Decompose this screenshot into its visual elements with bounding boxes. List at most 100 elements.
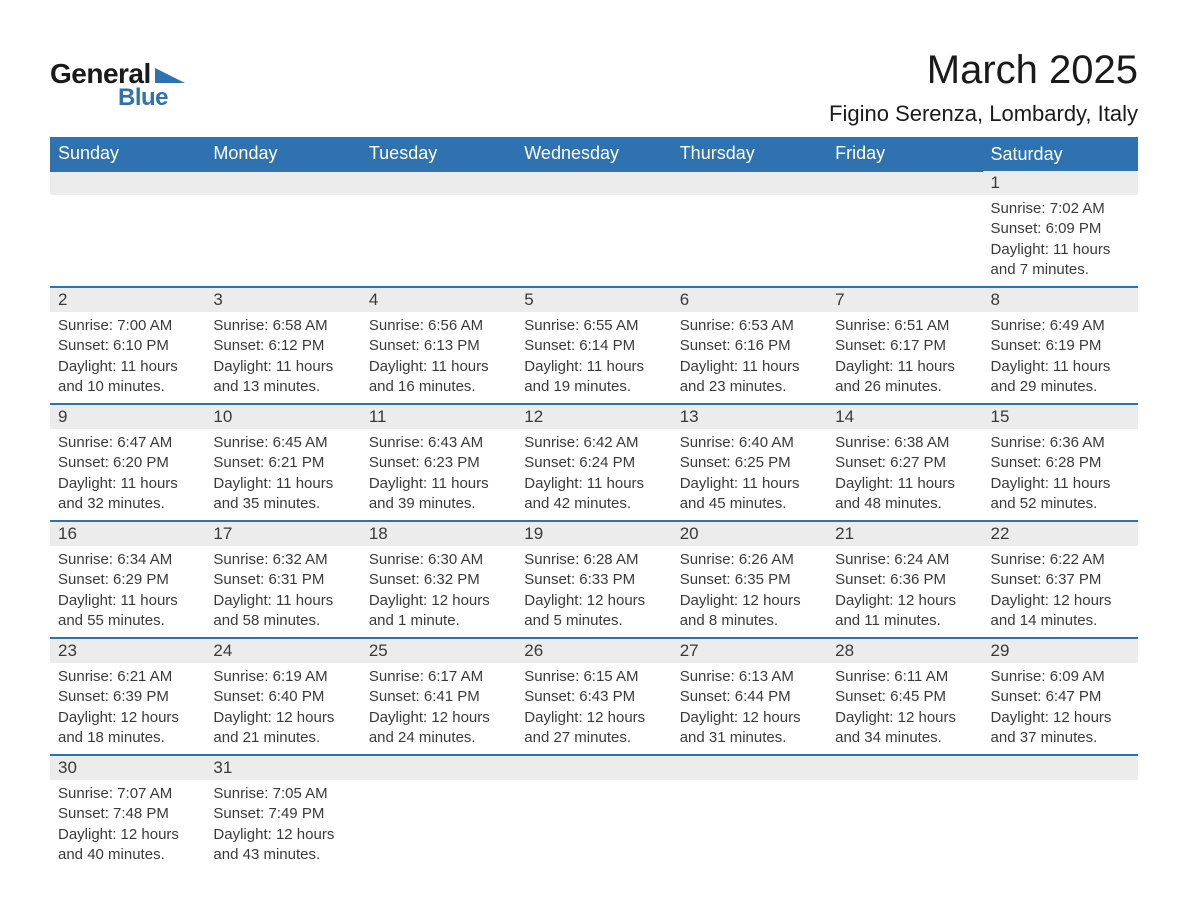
sunset-text: Sunset: 6:23 PM — [369, 453, 508, 473]
sunset-text: Sunset: 6:45 PM — [835, 687, 974, 707]
day-number-cell: 5 — [516, 287, 671, 312]
sunset-text: Sunset: 6:24 PM — [524, 453, 663, 473]
day-detail-cell: Sunrise: 6:38 AMSunset: 6:27 PMDaylight:… — [827, 429, 982, 521]
daylight-text: Daylight: 11 hours and 16 minutes. — [369, 357, 508, 398]
sunrise-text: Sunrise: 6:22 AM — [991, 550, 1130, 570]
day-detail-cell: Sunrise: 6:45 AMSunset: 6:21 PMDaylight:… — [205, 429, 360, 521]
week-detail-row: Sunrise: 7:02 AMSunset: 6:09 PMDaylight:… — [50, 195, 1138, 287]
sunrise-text: Sunrise: 6:56 AM — [369, 316, 508, 336]
day-detail-cell: Sunrise: 6:09 AMSunset: 6:47 PMDaylight:… — [983, 663, 1138, 755]
page-header: General Blue March 2025 Figino Serenza, … — [50, 48, 1138, 127]
day-number-cell: 13 — [672, 404, 827, 429]
daylight-text: Daylight: 11 hours and 35 minutes. — [213, 474, 352, 515]
day-number: 21 — [835, 524, 854, 543]
sunset-text: Sunset: 6:47 PM — [991, 687, 1130, 707]
sunset-text: Sunset: 6:17 PM — [835, 336, 974, 356]
daylight-text: Daylight: 11 hours and 39 minutes. — [369, 474, 508, 515]
daylight-text: Daylight: 11 hours and 52 minutes. — [991, 474, 1130, 515]
sunset-text: Sunset: 6:32 PM — [369, 570, 508, 590]
day-detail-cell: Sunrise: 6:30 AMSunset: 6:32 PMDaylight:… — [361, 546, 516, 638]
day-number-cell: 6 — [672, 287, 827, 312]
day-detail-cell: Sunrise: 7:05 AMSunset: 7:49 PMDaylight:… — [205, 780, 360, 871]
day-number-cell: 23 — [50, 638, 205, 663]
sunrise-text: Sunrise: 6:55 AM — [524, 316, 663, 336]
day-number-cell: 16 — [50, 521, 205, 546]
day-header: Monday — [205, 137, 360, 171]
sunset-text: Sunset: 6:27 PM — [835, 453, 974, 473]
daylight-text: Daylight: 12 hours and 27 minutes. — [524, 708, 663, 749]
day-detail-cell: Sunrise: 6:24 AMSunset: 6:36 PMDaylight:… — [827, 546, 982, 638]
day-detail-cell: Sunrise: 6:56 AMSunset: 6:13 PMDaylight:… — [361, 312, 516, 404]
sunrise-text: Sunrise: 6:51 AM — [835, 316, 974, 336]
day-number: 20 — [680, 524, 699, 543]
day-number-cell: 24 — [205, 638, 360, 663]
sunset-text: Sunset: 6:36 PM — [835, 570, 974, 590]
day-number: 27 — [680, 641, 699, 660]
day-number: 12 — [524, 407, 543, 426]
daylight-text: Daylight: 12 hours and 37 minutes. — [991, 708, 1130, 749]
sunset-text: Sunset: 6:39 PM — [58, 687, 197, 707]
day-number-cell — [205, 171, 360, 195]
day-number-cell: 22 — [983, 521, 1138, 546]
sunrise-text: Sunrise: 6:38 AM — [835, 433, 974, 453]
daylight-text: Daylight: 11 hours and 48 minutes. — [835, 474, 974, 515]
day-number: 31 — [213, 758, 232, 777]
week-daynum-row: 1 — [50, 171, 1138, 195]
daylight-text: Daylight: 12 hours and 43 minutes. — [213, 825, 352, 866]
daylight-text: Daylight: 12 hours and 21 minutes. — [213, 708, 352, 749]
sunrise-text: Sunrise: 6:30 AM — [369, 550, 508, 570]
day-detail-cell: Sunrise: 6:19 AMSunset: 6:40 PMDaylight:… — [205, 663, 360, 755]
sunrise-text: Sunrise: 7:02 AM — [991, 199, 1130, 219]
day-number: 29 — [991, 641, 1010, 660]
sunset-text: Sunset: 6:21 PM — [213, 453, 352, 473]
sunrise-text: Sunrise: 6:53 AM — [680, 316, 819, 336]
day-detail-cell: Sunrise: 6:22 AMSunset: 6:37 PMDaylight:… — [983, 546, 1138, 638]
day-detail-cell — [827, 780, 982, 871]
daylight-text: Daylight: 11 hours and 7 minutes. — [991, 240, 1130, 281]
day-number: 7 — [835, 290, 844, 309]
sunrise-text: Sunrise: 7:00 AM — [58, 316, 197, 336]
daylight-text: Daylight: 12 hours and 24 minutes. — [369, 708, 508, 749]
sunset-text: Sunset: 6:33 PM — [524, 570, 663, 590]
day-detail-cell — [983, 780, 1138, 871]
daylight-text: Daylight: 11 hours and 19 minutes. — [524, 357, 663, 398]
sunrise-text: Sunrise: 6:26 AM — [680, 550, 819, 570]
sunset-text: Sunset: 7:49 PM — [213, 804, 352, 824]
day-detail-cell — [50, 195, 205, 287]
day-detail-cell: Sunrise: 6:11 AMSunset: 6:45 PMDaylight:… — [827, 663, 982, 755]
day-number: 30 — [58, 758, 77, 777]
daylight-text: Daylight: 11 hours and 13 minutes. — [213, 357, 352, 398]
sunrise-text: Sunrise: 7:07 AM — [58, 784, 197, 804]
day-number-cell — [827, 755, 982, 780]
day-number: 19 — [524, 524, 543, 543]
day-number-cell — [983, 755, 1138, 780]
day-number: 10 — [213, 407, 232, 426]
day-number-cell: 31 — [205, 755, 360, 780]
sunset-text: Sunset: 6:16 PM — [680, 336, 819, 356]
day-number: 5 — [524, 290, 533, 309]
sunrise-text: Sunrise: 6:34 AM — [58, 550, 197, 570]
title-block: March 2025 Figino Serenza, Lombardy, Ita… — [829, 48, 1138, 127]
day-header: Wednesday — [516, 137, 671, 171]
day-number-cell — [672, 755, 827, 780]
week-daynum-row: 30 31 — [50, 755, 1138, 780]
daylight-text: Daylight: 12 hours and 14 minutes. — [991, 591, 1130, 632]
daylight-text: Daylight: 11 hours and 58 minutes. — [213, 591, 352, 632]
day-number-cell: 17 — [205, 521, 360, 546]
day-number-cell: 21 — [827, 521, 982, 546]
sunrise-text: Sunrise: 6:19 AM — [213, 667, 352, 687]
day-header: Thursday — [672, 137, 827, 171]
daylight-text: Daylight: 11 hours and 23 minutes. — [680, 357, 819, 398]
day-detail-cell: Sunrise: 6:47 AMSunset: 6:20 PMDaylight:… — [50, 429, 205, 521]
daylight-text: Daylight: 12 hours and 18 minutes. — [58, 708, 197, 749]
day-detail-cell: Sunrise: 7:00 AMSunset: 6:10 PMDaylight:… — [50, 312, 205, 404]
day-number-cell — [361, 171, 516, 195]
sunrise-text: Sunrise: 6:24 AM — [835, 550, 974, 570]
sunset-text: Sunset: 6:14 PM — [524, 336, 663, 356]
day-number: 23 — [58, 641, 77, 660]
sunrise-text: Sunrise: 6:28 AM — [524, 550, 663, 570]
day-number-cell: 15 — [983, 404, 1138, 429]
day-detail-cell: Sunrise: 6:17 AMSunset: 6:41 PMDaylight:… — [361, 663, 516, 755]
day-number: 11 — [369, 407, 387, 426]
daylight-text: Daylight: 11 hours and 10 minutes. — [58, 357, 197, 398]
